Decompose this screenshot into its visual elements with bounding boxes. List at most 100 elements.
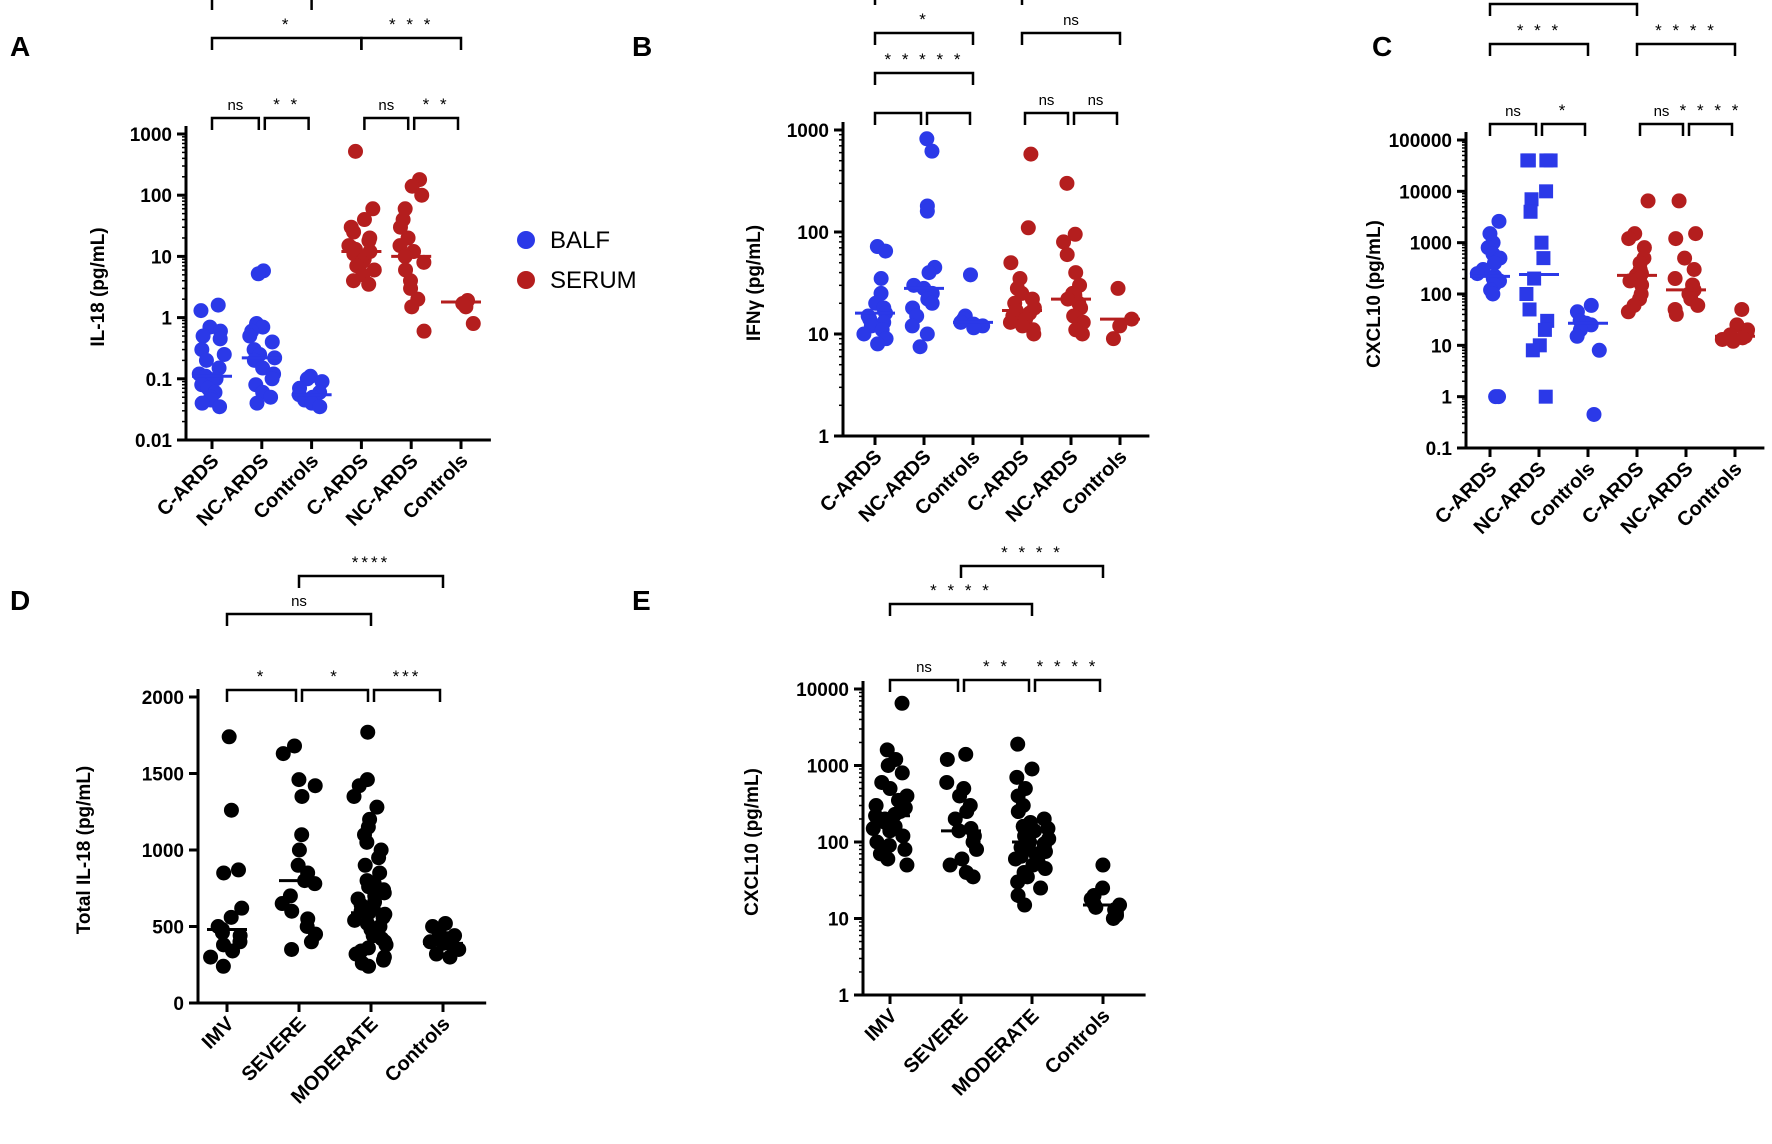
significance-bracket (297, 574, 445, 588)
y-tick-label: 1000 (1410, 234, 1452, 255)
data-point (1519, 287, 1534, 301)
significance-label: * * (423, 95, 450, 114)
data-point (369, 799, 385, 815)
y-tick-label: 0.1 (1426, 439, 1453, 460)
data-point (965, 869, 981, 885)
data-point (225, 943, 241, 959)
data-point (1059, 175, 1075, 191)
significance-label: *** (393, 667, 422, 686)
data-point (1621, 231, 1637, 247)
data-point (1037, 861, 1053, 877)
data-point (1088, 899, 1104, 915)
data-point (378, 937, 394, 953)
data-point (465, 316, 481, 332)
panel-letter-c: C (1372, 31, 1392, 62)
data-point (275, 746, 291, 762)
data-point (894, 765, 910, 781)
significance-bracket (225, 612, 373, 626)
data-point (947, 811, 963, 827)
significance-bracket (888, 602, 1034, 616)
legend-marker-serum (517, 271, 535, 289)
data-point (212, 331, 228, 347)
significance-bracket (360, 36, 463, 50)
data-point (1491, 389, 1507, 405)
y-tick-label: 100 (817, 833, 849, 854)
data-point (1521, 153, 1536, 168)
y-axis-title: IFNγ (pg/mL) (744, 225, 765, 341)
data-point (894, 695, 910, 711)
significance-label: * (282, 15, 292, 34)
data-point (939, 774, 955, 790)
significance-label: ns (1654, 103, 1670, 120)
data-point (1536, 251, 1551, 266)
data-point (294, 827, 310, 843)
data-point (895, 828, 911, 844)
significance-label: * * * * (1680, 101, 1742, 120)
data-point (1007, 851, 1023, 867)
data-point (1686, 262, 1702, 278)
data-point (1469, 266, 1485, 282)
data-point (216, 865, 232, 881)
significance-label: * * * * (1655, 21, 1717, 40)
data-point (366, 262, 382, 278)
data-point (263, 389, 279, 405)
data-point (1020, 220, 1036, 236)
significance-label: * * * (389, 15, 433, 34)
significance-bracket (210, 116, 261, 130)
data-point (294, 788, 310, 804)
significance-bracket (1635, 42, 1737, 56)
significance-label: * * * * (1037, 657, 1099, 676)
data-point (869, 834, 885, 850)
significance-bracket (210, 0, 313, 10)
data-point (361, 276, 377, 292)
significance-bracket (225, 688, 298, 702)
panel-letter-b: B (632, 31, 652, 62)
significance-bracket (959, 564, 1105, 578)
data-point (1690, 297, 1706, 313)
y-tick-label: 1000 (787, 121, 829, 142)
y-tick-label: 100 (1420, 285, 1452, 306)
data-point (345, 273, 361, 289)
significance-label: * (257, 667, 267, 686)
data-point (882, 781, 898, 797)
data-point (1677, 250, 1693, 266)
data-point (203, 949, 219, 965)
y-tick-label: 10 (1431, 336, 1452, 357)
data-point (958, 746, 974, 762)
y-tick-label: 10 (828, 910, 849, 931)
data-point (1667, 271, 1683, 287)
data-point (403, 280, 419, 296)
data-point (1620, 304, 1636, 320)
significance-label: ns (227, 97, 243, 114)
significance-bracket (1488, 42, 1590, 56)
significance-bracket (1687, 122, 1734, 136)
panel-letter-a: A (10, 31, 30, 62)
data-point (904, 318, 920, 334)
data-point (1074, 326, 1090, 342)
data-point (1688, 226, 1704, 242)
data-point (230, 862, 246, 878)
y-tick-label: 10000 (796, 680, 849, 701)
data-point (1583, 297, 1599, 313)
significance-bracket (363, 116, 410, 130)
panel-letter-e: E (632, 585, 651, 616)
data-point (404, 178, 420, 194)
y-tick-label: 10 (808, 325, 829, 346)
significance-bracket (873, 111, 923, 125)
significance-bracket (925, 111, 972, 125)
data-point (392, 219, 408, 235)
y-tick-label: 2000 (142, 688, 184, 709)
data-point (264, 371, 280, 387)
data-point (1067, 226, 1083, 242)
legend-label-balf: BALF (550, 227, 610, 254)
data-point (919, 326, 935, 342)
y-tick-label: 1 (838, 986, 849, 1007)
significance-label: ns (291, 593, 307, 610)
y-tick-label: 1 (161, 309, 172, 330)
y-axis-title: IL-18 (pg/mL) (88, 227, 109, 346)
y-tick-label: 1 (1441, 388, 1452, 409)
y-tick-label: 1500 (142, 765, 184, 786)
data-point (347, 912, 363, 928)
data-point (856, 326, 872, 342)
data-point (287, 738, 303, 754)
